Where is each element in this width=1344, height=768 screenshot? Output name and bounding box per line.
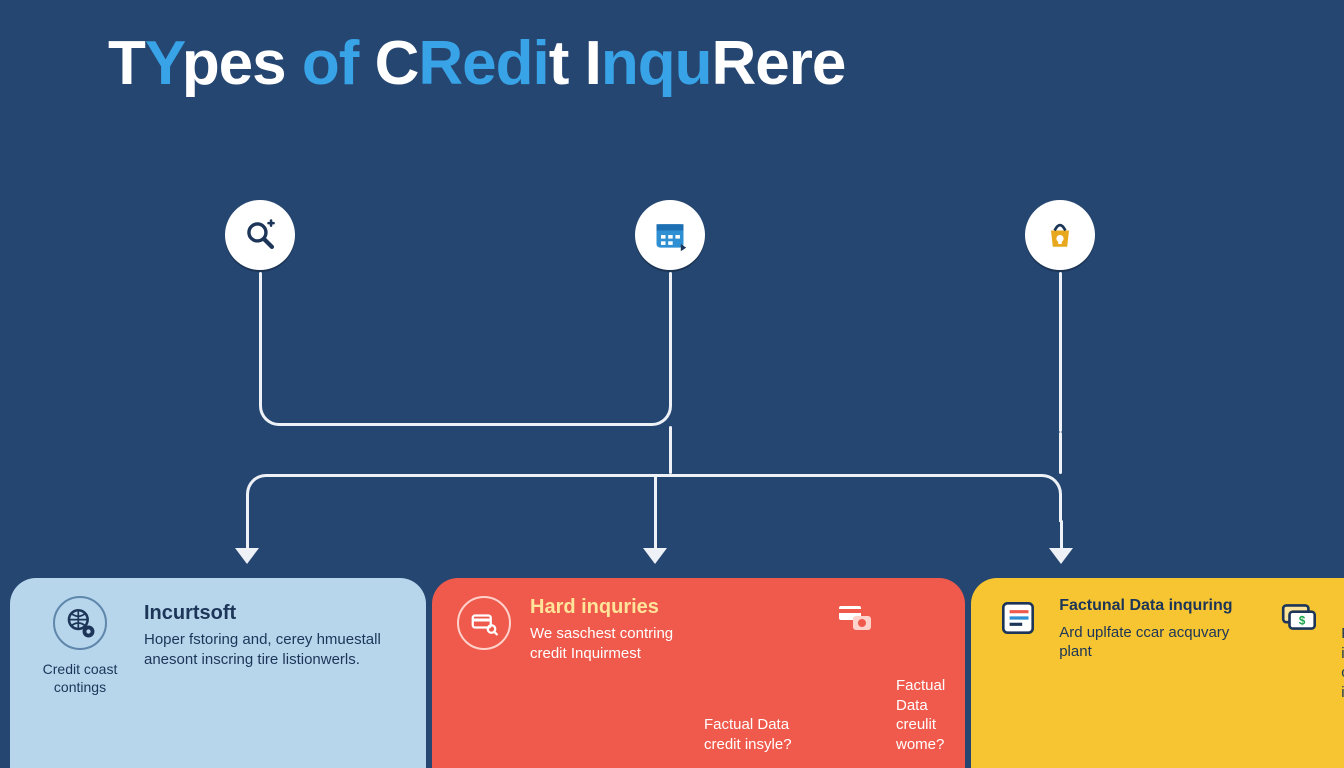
card-red-sub1: We saschest contring credit Inquirmest [530, 624, 690, 663]
card-red-sub-right: Factual Data creulit wome? [896, 676, 945, 754]
title-segment: Rere [712, 29, 846, 98]
connector-bracket-top [259, 398, 672, 426]
title-segment: Y [145, 29, 182, 98]
title-segment: T [108, 29, 145, 98]
arrow-down-icon [235, 548, 259, 564]
title-segment: C [375, 29, 419, 98]
magnifier-icon [243, 218, 277, 252]
title-segment: nqu [601, 29, 712, 98]
card-hard-inquiry: Hard inquries We saschest contring credi… [432, 578, 965, 768]
list-doc-icon [997, 597, 1039, 639]
top-icon-center [635, 200, 705, 270]
top-icon-left [225, 200, 295, 270]
connector-line [669, 426, 672, 474]
globe-cog-icon [63, 606, 97, 640]
card-yellow-sub-left: Ard uplfate ccar acquvary plant [1059, 623, 1259, 662]
connector-line [1060, 520, 1063, 550]
card-yellow-heading-left: Factunal Data inquring [1059, 596, 1259, 617]
title-segment: I [585, 29, 601, 98]
connector-line [246, 520, 249, 550]
title-segment: Redi [418, 29, 548, 98]
cards-dollar-icon: $ [1279, 597, 1321, 639]
card-camera-icon [835, 598, 875, 638]
connector-line [654, 474, 657, 550]
card-blue-body: Hoper fstoring and, cerey hmuestall anes… [144, 630, 406, 669]
card-search-icon [469, 608, 499, 638]
title-segment: t [549, 29, 585, 98]
calendar-icon [652, 217, 688, 253]
card-red-heading: Hard inquries [530, 596, 690, 618]
bag-lock-icon [1042, 217, 1078, 253]
connector-line [1059, 272, 1062, 432]
svg-text:$: $ [1299, 615, 1306, 627]
connector-line [669, 272, 672, 400]
arrow-down-icon [643, 548, 667, 564]
arrow-down-icon [1049, 548, 1073, 564]
connector-line [259, 272, 262, 400]
card-factual-data: Factunal Data inquring Ard uplfate ccar … [971, 578, 1344, 768]
page-title: TYpes of CRedit InquRere [108, 28, 845, 99]
title-segment: of [302, 29, 375, 98]
title-segment: pes [182, 29, 302, 98]
card-soft-inquiry: Credit coast contings Incurtsoft Hoper f… [10, 578, 426, 768]
card-red-sub-left: Factual Data credit insyle? [704, 715, 814, 754]
card-blue-heading: Incurtsoft [144, 602, 406, 624]
top-icon-right [1025, 200, 1095, 270]
cards-row: Credit coast contings Incurtsoft Hoper f… [10, 578, 1334, 768]
connector-line [1059, 432, 1062, 474]
card-blue-left-label: Credit coast contings [30, 660, 130, 696]
